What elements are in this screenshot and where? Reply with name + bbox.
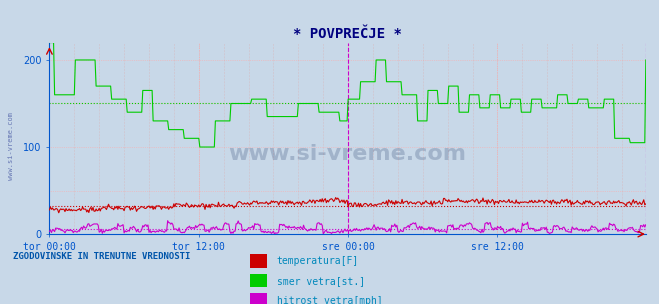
Text: www.si-vreme.com: www.si-vreme.com bbox=[229, 144, 467, 164]
Text: temperatura[F]: temperatura[F] bbox=[277, 257, 359, 266]
Text: smer vetra[st.]: smer vetra[st.] bbox=[277, 276, 365, 286]
Text: ZGODOVINSKE IN TRENUTNE VREDNOSTI: ZGODOVINSKE IN TRENUTNE VREDNOSTI bbox=[13, 252, 190, 261]
Title: * POVPREČJE *: * POVPREČJE * bbox=[293, 27, 402, 41]
Text: www.si-vreme.com: www.si-vreme.com bbox=[8, 112, 14, 180]
Text: hitrost vetra[mph]: hitrost vetra[mph] bbox=[277, 296, 382, 304]
